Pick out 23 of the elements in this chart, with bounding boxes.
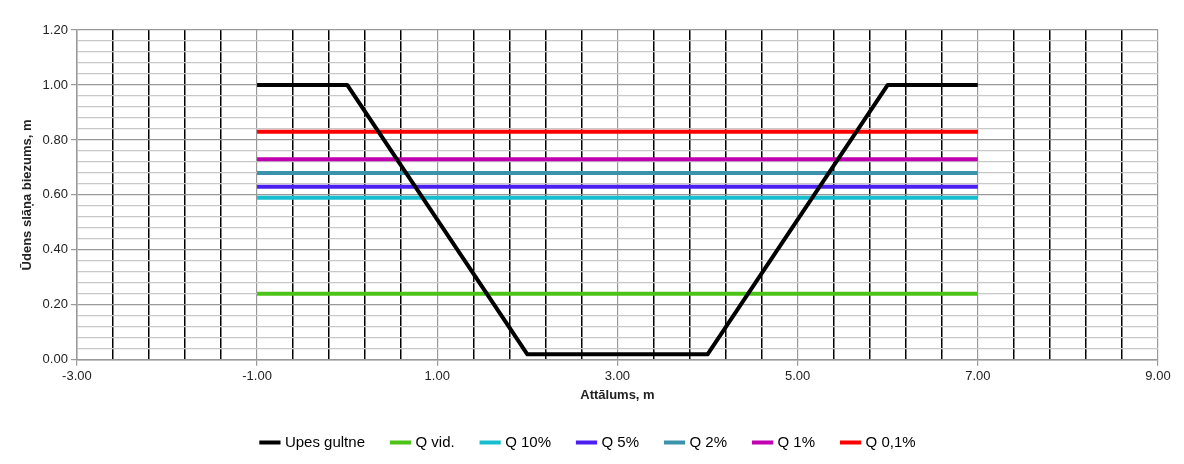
legend-label: Upes gultne: [284, 432, 365, 450]
x-tick-label: -3.00: [62, 368, 92, 384]
x-tick-label: -1.00: [242, 368, 272, 384]
legend-label: Q 0,1%: [865, 432, 916, 450]
x-tick-label: 3.00: [604, 368, 631, 384]
y-axis-title: Ūdens slāņa biezums, m: [19, 119, 35, 271]
x-axis-title: Attālums, m: [580, 386, 655, 402]
y-tick-label: 0.80: [42, 131, 68, 147]
y-tick-label: 0.60: [42, 186, 68, 202]
x-tick-label: 9.00: [1145, 368, 1171, 384]
y-tick-label: 0.40: [42, 241, 68, 257]
legend-label: Q 1%: [777, 432, 816, 450]
legend-label: Q 10%: [505, 432, 552, 450]
y-tick-label: 0.00: [42, 351, 68, 367]
y-tick-label: 0.20: [42, 296, 68, 312]
y-tick-label: 1.20: [42, 21, 68, 37]
legend-label: Q 5%: [601, 432, 640, 450]
legend-label: Q vid.: [415, 432, 455, 450]
x-tick-label: 7.00: [965, 368, 991, 384]
y-tick-label: 1.00: [42, 76, 68, 92]
x-tick-label: 5.00: [784, 368, 811, 384]
legend-label: Q 2%: [689, 432, 728, 450]
x-tick-label: 1.00: [424, 368, 450, 384]
